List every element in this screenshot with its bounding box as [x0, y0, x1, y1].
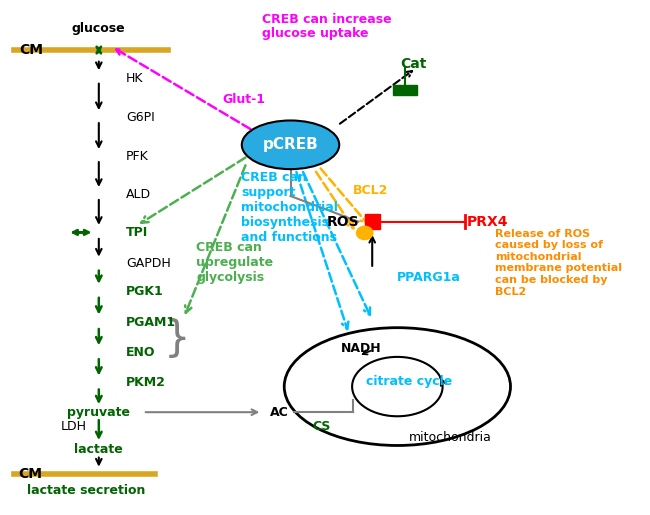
FancyBboxPatch shape [393, 85, 417, 95]
Text: PFK: PFK [126, 150, 149, 163]
Text: CREB can
support
mitochondrial
biosynthesis
and functions: CREB can support mitochondrial biosynthe… [242, 171, 339, 244]
Text: CM: CM [20, 43, 44, 57]
Text: ALD: ALD [126, 188, 151, 201]
Text: HK: HK [126, 72, 144, 85]
Text: PKM2: PKM2 [126, 376, 166, 389]
Text: G6PI: G6PI [126, 111, 155, 124]
Text: Release of ROS
caused by loss of
mitochondrial
membrane potential
can be blocked: Release of ROS caused by loss of mitocho… [495, 229, 622, 297]
Text: CM: CM [18, 467, 42, 480]
Text: mitochondria: mitochondria [410, 431, 492, 444]
Text: PGK1: PGK1 [126, 285, 164, 298]
Text: BCL2: BCL2 [354, 184, 389, 197]
Text: ENO: ENO [126, 346, 155, 359]
Ellipse shape [242, 121, 339, 169]
Text: Cat: Cat [400, 57, 427, 71]
Text: PGAM1: PGAM1 [126, 316, 176, 329]
Text: GAPDH: GAPDH [126, 257, 170, 270]
Text: pCREB: pCREB [263, 138, 318, 152]
Text: lactate: lactate [75, 443, 124, 456]
FancyBboxPatch shape [365, 214, 380, 229]
Text: CREB can
upregulate
glycolysis: CREB can upregulate glycolysis [196, 241, 274, 284]
Text: PRX4: PRX4 [467, 215, 508, 229]
Circle shape [356, 226, 373, 239]
Text: lactate secretion: lactate secretion [27, 484, 146, 496]
Text: ROS: ROS [327, 215, 359, 229]
Text: Glut-1: Glut-1 [223, 93, 266, 106]
Text: LDH: LDH [61, 420, 87, 433]
Text: NADH: NADH [341, 342, 381, 355]
Text: CREB can increase: CREB can increase [262, 13, 392, 26]
Text: TPI: TPI [126, 226, 148, 239]
Text: }: } [164, 318, 190, 360]
Text: AC: AC [270, 406, 289, 419]
Text: glucose: glucose [72, 22, 125, 35]
Text: pyruvate: pyruvate [68, 406, 130, 419]
Text: CS: CS [313, 420, 331, 433]
Text: glucose uptake: glucose uptake [262, 27, 369, 40]
Text: PPARG1a: PPARG1a [397, 271, 461, 284]
Text: citrate cycle: citrate cycle [365, 375, 452, 388]
